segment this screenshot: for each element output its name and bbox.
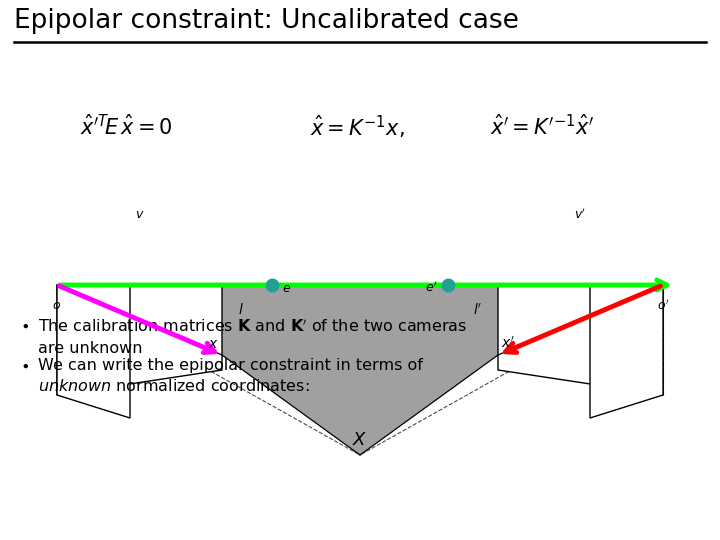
Text: $v$: $v$ — [135, 208, 145, 221]
Text: $o$: $o$ — [53, 299, 61, 312]
Text: $e$: $e$ — [282, 281, 291, 294]
Polygon shape — [590, 285, 663, 418]
Text: $\hat{x}' = K'^{-1}\hat{x}'$: $\hat{x}' = K'^{-1}\hat{x}'$ — [490, 114, 594, 140]
Text: $o'$: $o'$ — [657, 299, 670, 314]
Text: We can write the epipolar constraint in terms of: We can write the epipolar constraint in … — [38, 358, 423, 373]
Text: $l'$: $l'$ — [472, 302, 482, 318]
Text: $\it{unknown}$ normalized coordinates:: $\it{unknown}$ normalized coordinates: — [38, 378, 310, 394]
Text: $\hat{x}'^T\! E\, \hat{x} = 0$: $\hat{x}'^T\! E\, \hat{x} = 0$ — [80, 114, 173, 140]
Polygon shape — [498, 285, 663, 395]
Text: Epipolar constraint: Uncalibrated case: Epipolar constraint: Uncalibrated case — [14, 8, 519, 34]
Text: $l$: $l$ — [238, 302, 244, 318]
Text: $v'$: $v'$ — [574, 208, 586, 222]
Polygon shape — [57, 285, 663, 455]
Text: $\bullet$: $\bullet$ — [20, 318, 29, 333]
Polygon shape — [57, 285, 130, 418]
Text: $X$: $X$ — [352, 431, 368, 449]
Text: $x$: $x$ — [208, 337, 219, 351]
Polygon shape — [57, 285, 222, 395]
Text: The calibration matrices $\mathbf{K}$ and $\mathbf{K'}$ of the two cameras
are u: The calibration matrices $\mathbf{K}$ an… — [38, 318, 467, 356]
Text: $\hat{x} = K^{-1}x,$: $\hat{x} = K^{-1}x,$ — [310, 113, 405, 140]
Text: $x'$: $x'$ — [501, 336, 515, 351]
Text: $\bullet$: $\bullet$ — [20, 358, 29, 373]
Text: $e'$: $e'$ — [426, 281, 438, 295]
